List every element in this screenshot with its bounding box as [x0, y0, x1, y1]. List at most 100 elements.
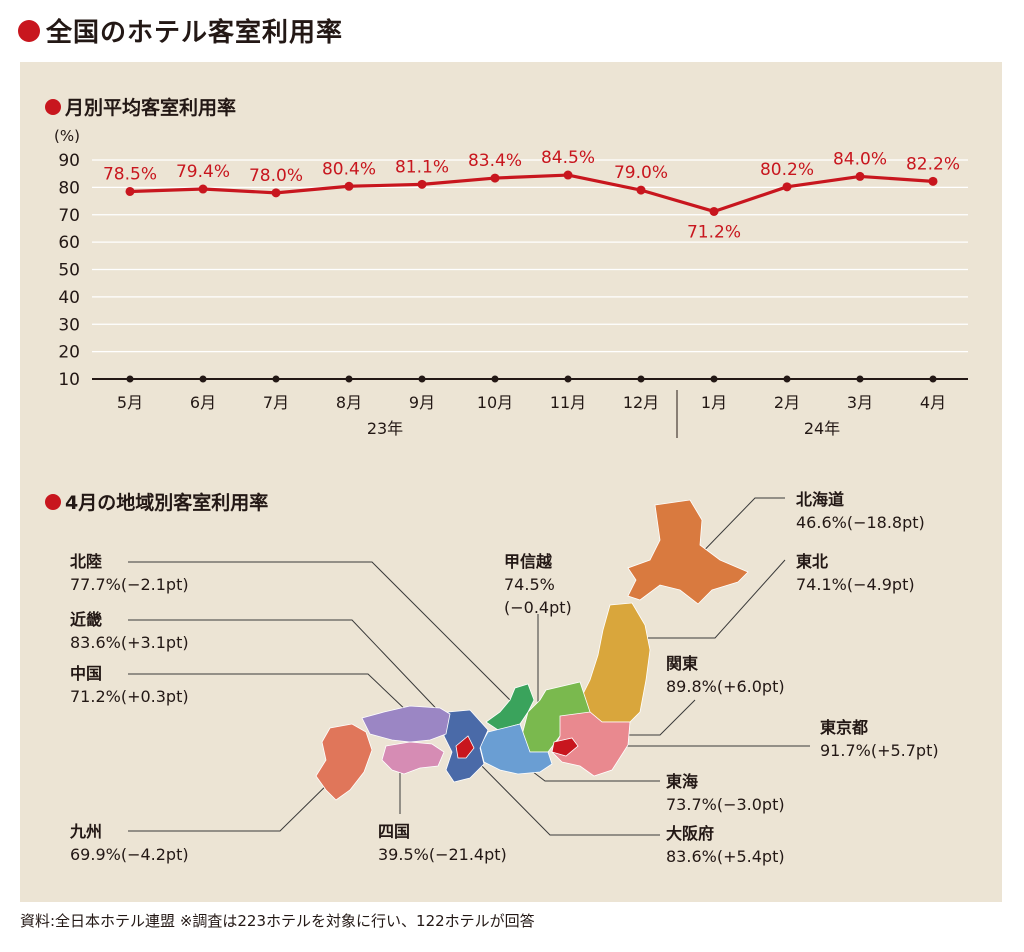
region-label-tokai: 東海 73.7%(−3.0pt) — [666, 770, 785, 816]
data-label: 83.4% — [468, 151, 522, 171]
x-tick-dot — [710, 375, 718, 383]
source-note: 資料:全日本ホテル連盟 ※調査は223ホテルを対象に行い、122ホテルが回答 — [20, 912, 535, 930]
region-label-chugoku: 中国 71.2%(+0.3pt) — [70, 662, 189, 708]
data-point — [636, 185, 646, 195]
region-tokyo — [551, 737, 579, 757]
region-shikoku — [381, 741, 445, 775]
region-osaka — [455, 735, 475, 759]
x-tick-label: 7月 — [263, 393, 289, 412]
data-point — [417, 179, 427, 189]
y-tick-label: 60 — [58, 233, 80, 253]
leader-lines — [128, 497, 810, 836]
leader-line-kinki — [128, 619, 469, 743]
region-value: 71.2%(+0.3pt) — [70, 687, 189, 706]
y-tick-label: 20 — [58, 343, 80, 363]
x-tick-dot — [345, 375, 353, 383]
data-point — [782, 182, 792, 192]
map-title-text: 4月の地域別客室利用率 — [65, 492, 269, 514]
bullet-icon — [45, 493, 61, 510]
x-tick-label: 1月 — [701, 393, 727, 412]
bullet-icon — [18, 19, 40, 42]
region-kyushu — [315, 723, 373, 801]
y-tick-label: 10 — [58, 370, 80, 390]
leader-line-hokuriku — [128, 561, 513, 703]
x-tick-dot — [856, 375, 864, 383]
region-name: 東海 — [666, 772, 699, 791]
x-tick-dot — [126, 375, 134, 383]
region-label-kinki: 近畿 83.6%(+3.1pt) — [70, 608, 189, 654]
x-tick-dot — [637, 375, 645, 383]
region-value: 83.6%(+3.1pt) — [70, 633, 189, 652]
y-tick-label: 90 — [58, 151, 80, 171]
line-chart-title-text: 月別平均客室利用率 — [65, 97, 237, 119]
region-chugoku — [361, 705, 451, 743]
data-label: 79.0% — [614, 163, 668, 183]
x-tick-dot — [199, 375, 207, 383]
region-name: 北海道 — [796, 490, 845, 509]
region-value-line1: 74.5% — [504, 575, 555, 594]
region-tohoku — [579, 602, 651, 723]
region-label-hokkaido: 北海道 46.6%(−18.8pt) — [796, 488, 925, 534]
data-point — [928, 176, 938, 186]
data-point — [198, 184, 208, 194]
y-tick-label: 40 — [58, 288, 80, 308]
year-label: 24年 — [804, 419, 840, 438]
x-tick-label: 10月 — [477, 393, 513, 412]
region-value: 77.7%(−2.1pt) — [70, 575, 189, 594]
region-label-tohoku: 東北 74.1%(−4.9pt) — [796, 550, 915, 596]
x-tick-dot — [929, 375, 937, 383]
data-point — [855, 171, 865, 181]
x-tick-dot — [418, 375, 426, 383]
region-value: 46.6%(−18.8pt) — [796, 513, 925, 532]
x-tick-dot — [564, 375, 572, 383]
japan-region-map — [128, 497, 810, 836]
data-point — [125, 186, 135, 196]
region-name: 大阪府 — [666, 824, 715, 843]
x-tick-dot — [272, 375, 280, 383]
x-tick-label: 4月 — [920, 393, 946, 412]
data-label: 82.2% — [906, 154, 960, 174]
x-tick-label: 5月 — [117, 393, 143, 412]
region-label-osaka: 大阪府 83.6%(+5.4pt) — [666, 822, 785, 868]
x-tick-label: 2月 — [774, 393, 800, 412]
year-label: 23年 — [367, 419, 403, 438]
region-value: 69.9%(−4.2pt) — [70, 845, 189, 864]
x-tick-label: 6月 — [190, 393, 216, 412]
region-name: 九州 — [70, 822, 103, 841]
y-axis-unit-label: (%) — [54, 127, 80, 145]
region-name: 東京都 — [820, 718, 869, 737]
data-label: 79.4% — [176, 162, 230, 182]
data-label: 84.0% — [833, 149, 887, 169]
leader-line-tohoku — [630, 559, 786, 639]
region-tokai — [479, 723, 553, 775]
x-tick-label: 11月 — [550, 393, 586, 412]
leader-line-chugoku — [128, 673, 411, 715]
region-name: 北陸 — [70, 552, 103, 571]
region-label-shikoku: 四国 39.5%(−21.4pt) — [378, 820, 507, 866]
data-point — [271, 188, 281, 198]
monthly-occupancy-line-chart: (%) 10 20 30 40 50 60 70 80 90 5月 6月 7月 8月 9月 10月 11月 12月… — [54, 127, 968, 438]
leader-line-osaka — [467, 751, 660, 836]
leader-line-kyushu — [128, 771, 341, 832]
x-tick-label: 3月 — [847, 393, 873, 412]
x-tick-dot — [491, 375, 499, 383]
x-tick-label: 8月 — [336, 393, 362, 412]
region-name: 関東 — [666, 654, 699, 673]
region-name: 四国 — [378, 822, 411, 841]
region-name: 中国 — [70, 664, 103, 683]
region-value: 89.8%(+6.0pt) — [666, 677, 785, 696]
line-chart-title: 月別平均客室利用率 — [45, 93, 236, 120]
region-value: 74.1%(−4.9pt) — [796, 575, 915, 594]
leader-line-hokkaido — [689, 497, 785, 566]
y-tick-label: 30 — [58, 315, 80, 335]
region-label-koshinetsu: 甲信越 74.5% (−0.4pt) — [504, 550, 572, 619]
main-title-text: 全国のホテル客室利用率 — [46, 18, 344, 48]
data-point — [344, 181, 354, 191]
region-value: 83.6%(+5.4pt) — [666, 847, 785, 866]
region-value: 91.7%(+5.7pt) — [820, 741, 939, 760]
bullet-icon — [45, 98, 61, 115]
region-label-hokuriku: 北陸 77.7%(−2.1pt) — [70, 550, 189, 596]
y-tick-label: 70 — [58, 206, 80, 226]
data-label: 80.4% — [322, 159, 376, 179]
data-label: 71.2% — [687, 222, 741, 242]
